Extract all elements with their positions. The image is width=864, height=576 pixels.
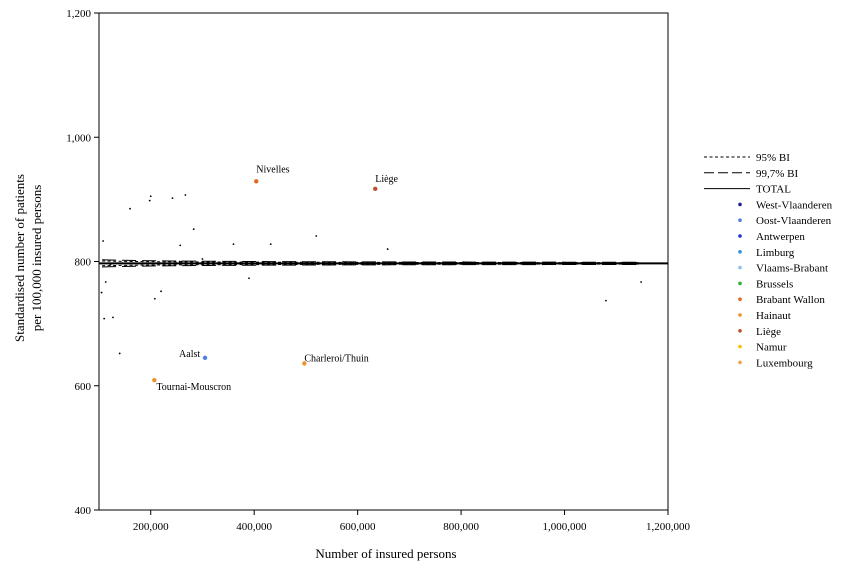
data-point (112, 316, 114, 319)
confidence-curves (99, 259, 668, 268)
data-point (160, 290, 162, 293)
legend-label: Liège (756, 326, 781, 338)
legend-marker (738, 360, 742, 365)
data-point (269, 243, 272, 246)
ci95-lower-curve (102, 263, 642, 267)
legend-marker (738, 250, 742, 254)
highlight-point (152, 377, 157, 383)
data-point (104, 281, 107, 283)
data-point (386, 248, 389, 250)
axes: 200,000 400,000 600,000 800,000 1,000,000 1,2… (66, 8, 690, 533)
highlight-point (302, 361, 307, 366)
y-tick-label: 800 (75, 257, 92, 269)
legend-label: Limburg (756, 247, 795, 259)
point-label: Aalst (179, 349, 200, 360)
x-axis-label: Number of insured persons (315, 546, 456, 561)
point-label: Liège (375, 174, 398, 185)
data-point (153, 297, 156, 300)
data-point (102, 240, 105, 242)
legend-marker (738, 313, 742, 317)
data-point (149, 195, 152, 198)
legend-label: Oost-Vlaanderen (756, 215, 832, 227)
legend-label: Namur (756, 342, 787, 354)
ci997-lower-curve (102, 263, 642, 268)
legend-marker (738, 265, 742, 270)
y-tick-label: 1,200 (66, 8, 91, 20)
data-point (232, 243, 235, 246)
legend-marker (738, 344, 742, 349)
point-label: Charleroi/Thuin (304, 353, 368, 364)
x-tick-label: 800,000 (443, 521, 479, 533)
legend-marker (738, 281, 742, 286)
point-label: Tournai-Mouscron (156, 382, 231, 393)
x-tick-label: 1,000,000 (543, 521, 588, 533)
x-tick-label: 200,000 (133, 521, 169, 533)
data-point (184, 194, 187, 196)
y-tick-label: 1,000 (66, 132, 91, 144)
x-tick-label: 1,200,000 (646, 521, 691, 533)
legend-label: Vlaams-Brabant (756, 263, 828, 275)
legend-marker (738, 329, 742, 333)
data-point (109, 263, 112, 266)
legend: 95% BI 99,7% BI TOTAL West-Vlaanderen Oost-V… (704, 152, 833, 369)
ci95-upper-curve (102, 260, 642, 264)
highlight-point (202, 355, 208, 360)
legend-label: TOTAL (756, 184, 791, 196)
data-point (192, 228, 195, 231)
data-point (315, 235, 318, 237)
ci997-upper-curve (102, 259, 642, 263)
legend-label: Brussels (756, 278, 793, 290)
data-points (100, 179, 643, 383)
data-point (640, 281, 643, 283)
data-point (180, 260, 183, 263)
y-tick-label: 400 (75, 505, 92, 517)
data-point (103, 317, 106, 320)
legend-marker (738, 297, 742, 302)
data-point (178, 260, 181, 263)
legend-marker (738, 202, 742, 207)
legend-marker (738, 218, 742, 222)
data-point (179, 244, 182, 247)
y-axis-label-line2: per 100,000 insured persons (29, 185, 44, 332)
legend-label: West-Vlaanderen (756, 199, 833, 211)
legend-label: 95% BI (756, 152, 790, 164)
y-axis-label-line1: Standardised number of patients (12, 174, 27, 342)
data-point (248, 277, 250, 280)
data-point (605, 299, 607, 302)
highlight-point (373, 186, 378, 192)
y-tick-label: 600 (75, 381, 92, 393)
legend-label: Antwerpen (756, 231, 805, 243)
legend-label: Luxembourg (756, 357, 813, 369)
point-labels: Nivelles Liège Aalst Charleroi/Thuin Tournai… (156, 164, 398, 393)
data-point (148, 199, 151, 202)
data-point (118, 352, 121, 355)
data-point (100, 291, 103, 294)
data-point (171, 197, 174, 200)
data-point (201, 258, 204, 260)
legend-label: 99,7% BI (756, 168, 799, 180)
data-point (129, 207, 131, 210)
legend-label: Brabant Wallon (756, 294, 825, 306)
legend-label: Hainaut (756, 310, 791, 322)
x-tick-label: 400,000 (236, 521, 272, 533)
x-tick-label: 600,000 (340, 521, 376, 533)
legend-marker (738, 234, 742, 238)
highlight-point (254, 179, 259, 184)
point-label: Nivelles (256, 164, 289, 175)
